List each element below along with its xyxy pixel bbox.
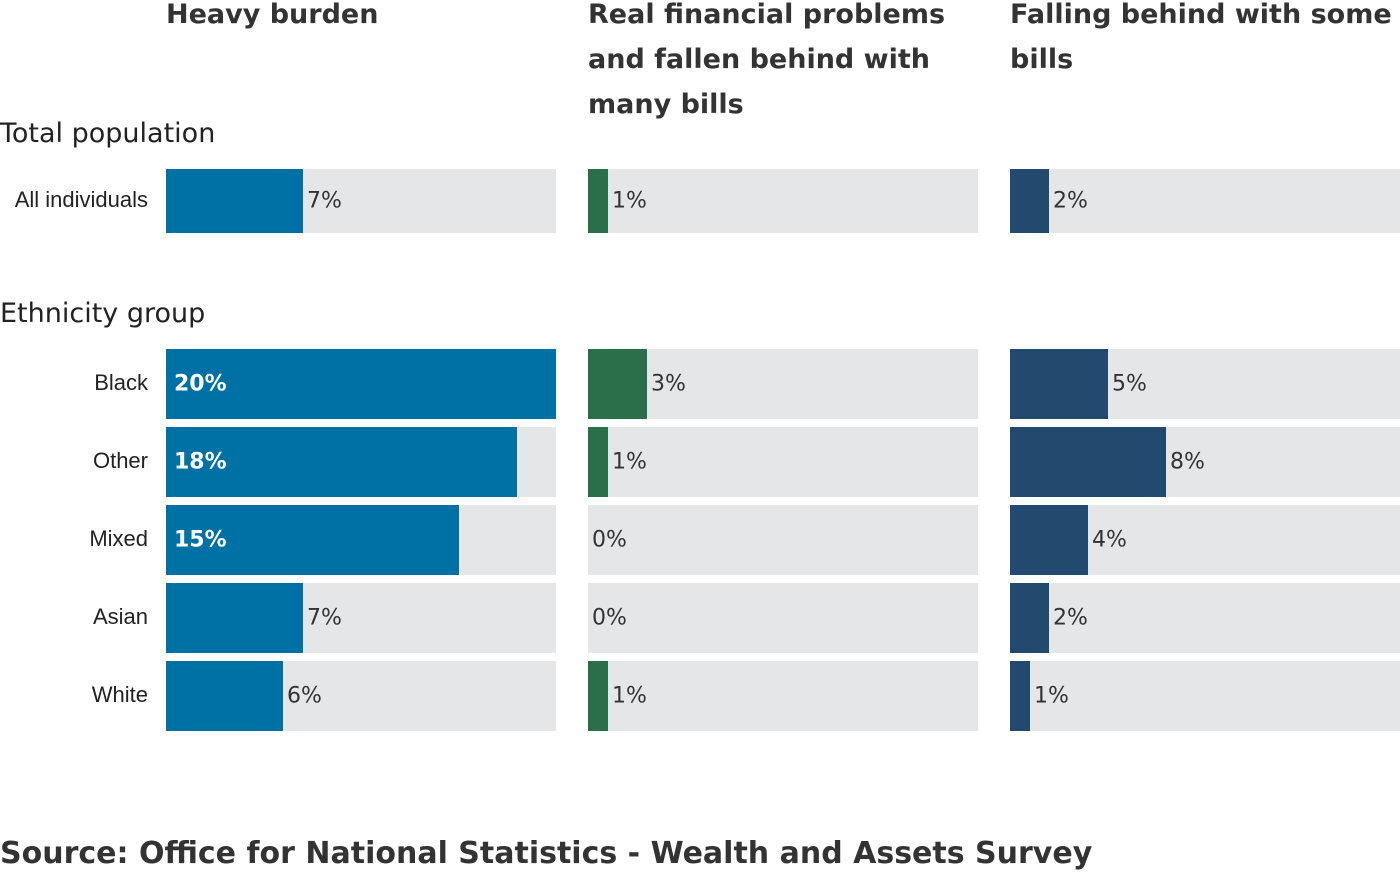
bar-track: 7% xyxy=(166,169,556,233)
data-label: 18% xyxy=(174,449,227,475)
panel-title: Real financial problems and fallen behin… xyxy=(588,0,946,120)
bar xyxy=(166,349,556,419)
group-title: Ethnicity group xyxy=(0,298,206,329)
bar xyxy=(588,427,608,497)
bar xyxy=(1010,661,1030,731)
bar-track: 6% xyxy=(166,661,556,731)
bar xyxy=(166,583,303,653)
data-label: 6% xyxy=(287,683,322,709)
bar xyxy=(1010,583,1049,653)
data-label: 4% xyxy=(1092,527,1127,553)
data-label: 15% xyxy=(174,527,227,553)
bar-track: 0% xyxy=(588,583,978,653)
row-label: Mixed xyxy=(89,526,148,551)
bar xyxy=(588,169,608,233)
bar-track: 8% xyxy=(1010,427,1400,497)
bar-track: 5% xyxy=(1010,349,1400,419)
bar-track: 4% xyxy=(1010,505,1400,575)
data-label: 5% xyxy=(1112,371,1147,397)
row-label: Black xyxy=(94,370,148,395)
data-label: 3% xyxy=(651,371,686,397)
bar-track: 18% xyxy=(166,427,556,497)
bar xyxy=(1010,505,1088,575)
row-label: White xyxy=(91,682,148,707)
bar xyxy=(166,505,459,575)
bar-track: 2% xyxy=(1010,583,1400,653)
data-label: 1% xyxy=(612,188,647,214)
bar xyxy=(1010,427,1166,497)
row-label: Other xyxy=(92,448,148,473)
bar xyxy=(166,661,283,731)
bar-track: 3% xyxy=(588,349,978,419)
bar-track: 1% xyxy=(588,427,978,497)
bar xyxy=(1010,349,1108,419)
bar xyxy=(166,427,517,497)
bar-track: 1% xyxy=(588,169,978,233)
bar-track: 20% xyxy=(166,349,556,419)
bar xyxy=(1010,169,1049,233)
data-label: 0% xyxy=(592,527,627,553)
group-title: Total population xyxy=(0,118,216,149)
bar-track: 1% xyxy=(1010,661,1400,731)
data-label: 1% xyxy=(612,449,647,475)
data-label: 7% xyxy=(307,188,342,214)
data-label: 2% xyxy=(1053,605,1088,631)
bar-track: 2% xyxy=(1010,169,1400,233)
bar xyxy=(588,349,647,419)
data-label: 7% xyxy=(307,605,342,631)
panel-title: Falling behind with some bills xyxy=(1010,0,1392,75)
bar xyxy=(166,169,303,233)
data-label: 20% xyxy=(174,371,227,397)
bar-track: 15% xyxy=(166,505,556,575)
row-label: All individuals xyxy=(14,187,148,212)
row-label: Asian xyxy=(92,604,148,629)
panel-title: Heavy burden xyxy=(166,0,379,30)
data-label: 8% xyxy=(1170,449,1205,475)
data-label: 2% xyxy=(1053,188,1088,214)
data-label: 1% xyxy=(1034,683,1069,709)
bar-track: 0% xyxy=(588,505,978,575)
bar-track: 7% xyxy=(166,583,556,653)
data-label: 1% xyxy=(612,683,647,709)
source-note: Source: Office for National Statistics -… xyxy=(0,836,1093,871)
bar xyxy=(588,661,608,731)
data-label: 0% xyxy=(592,605,627,631)
bar-track: 1% xyxy=(588,661,978,731)
